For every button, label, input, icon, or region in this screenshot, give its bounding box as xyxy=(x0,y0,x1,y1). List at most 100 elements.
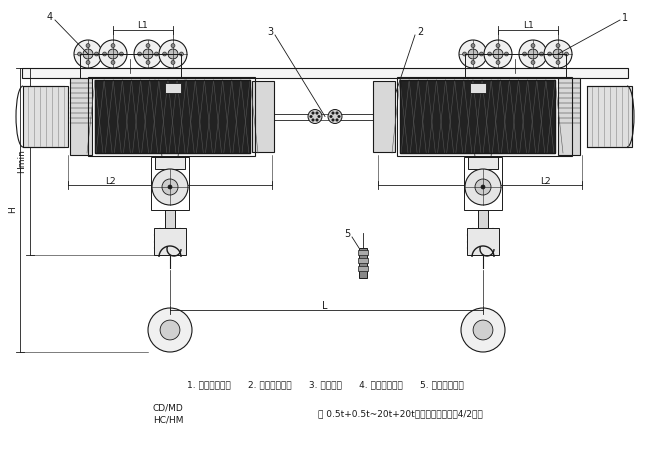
Circle shape xyxy=(468,49,478,59)
Circle shape xyxy=(553,49,563,59)
Circle shape xyxy=(556,44,560,48)
Circle shape xyxy=(316,119,318,121)
Circle shape xyxy=(519,40,547,68)
Circle shape xyxy=(471,44,475,48)
Circle shape xyxy=(179,52,183,56)
Circle shape xyxy=(120,52,124,56)
Bar xyxy=(558,78,580,155)
Bar xyxy=(164,83,181,93)
Bar xyxy=(397,77,572,156)
Circle shape xyxy=(148,308,192,352)
Bar xyxy=(467,228,499,255)
Text: 型 0.5t+0.5t~20t+20t双挂点电动葯莘（4/2结）: 型 0.5t+0.5t~20t+20t双挂点电动葯莘（4/2结） xyxy=(318,410,482,419)
Circle shape xyxy=(108,49,118,59)
Circle shape xyxy=(74,40,102,68)
Bar xyxy=(358,258,368,263)
Circle shape xyxy=(332,119,334,121)
Circle shape xyxy=(162,52,166,56)
Text: Hmin: Hmin xyxy=(18,149,27,173)
Circle shape xyxy=(171,44,175,48)
Circle shape xyxy=(564,52,568,56)
Bar xyxy=(95,80,250,153)
Bar xyxy=(23,86,68,147)
Circle shape xyxy=(160,320,180,340)
Circle shape xyxy=(496,44,500,48)
Bar xyxy=(155,157,185,169)
Bar xyxy=(468,157,498,169)
Circle shape xyxy=(143,49,153,59)
Bar xyxy=(464,157,502,210)
Bar xyxy=(373,81,395,152)
Text: 2: 2 xyxy=(417,27,423,37)
Circle shape xyxy=(459,40,487,68)
Circle shape xyxy=(308,109,322,123)
Text: 5: 5 xyxy=(344,229,350,239)
Bar xyxy=(88,77,255,156)
Text: L: L xyxy=(322,301,328,311)
Bar xyxy=(252,81,274,152)
Bar xyxy=(358,266,368,271)
Circle shape xyxy=(465,169,501,205)
Bar xyxy=(478,210,488,228)
Circle shape xyxy=(86,44,90,48)
Circle shape xyxy=(310,115,312,118)
Circle shape xyxy=(480,52,484,56)
Circle shape xyxy=(312,112,314,114)
Circle shape xyxy=(99,40,127,68)
Circle shape xyxy=(138,52,142,56)
Circle shape xyxy=(336,112,338,114)
Circle shape xyxy=(171,60,175,64)
Circle shape xyxy=(312,119,314,121)
Circle shape xyxy=(338,115,340,118)
Text: L1: L1 xyxy=(523,21,534,30)
Circle shape xyxy=(146,60,150,64)
Circle shape xyxy=(155,52,159,56)
Text: CD/MD: CD/MD xyxy=(153,404,183,413)
Circle shape xyxy=(168,49,178,59)
Circle shape xyxy=(473,320,493,340)
Circle shape xyxy=(475,179,491,195)
Circle shape xyxy=(134,40,162,68)
Text: 4: 4 xyxy=(47,12,53,22)
Circle shape xyxy=(83,49,93,59)
Bar xyxy=(151,157,189,210)
Circle shape xyxy=(547,52,552,56)
Circle shape xyxy=(488,52,491,56)
Circle shape xyxy=(471,60,475,64)
Bar xyxy=(400,80,555,153)
Circle shape xyxy=(103,52,107,56)
Circle shape xyxy=(528,49,538,59)
Circle shape xyxy=(481,185,485,189)
Circle shape xyxy=(94,52,98,56)
Circle shape xyxy=(336,119,338,121)
Circle shape xyxy=(146,44,150,48)
Circle shape xyxy=(328,109,342,123)
Circle shape xyxy=(463,52,467,56)
Circle shape xyxy=(556,60,560,64)
Text: 3: 3 xyxy=(267,27,273,37)
Circle shape xyxy=(330,115,332,118)
Bar xyxy=(22,68,628,78)
Bar xyxy=(95,80,250,153)
Bar xyxy=(154,228,186,255)
Text: H: H xyxy=(8,207,18,213)
Circle shape xyxy=(484,40,512,68)
Text: HC/HM: HC/HM xyxy=(153,415,183,424)
Circle shape xyxy=(332,112,334,114)
Circle shape xyxy=(86,60,90,64)
Text: 1: 1 xyxy=(622,13,628,23)
Text: L1: L1 xyxy=(138,21,148,30)
Circle shape xyxy=(316,112,318,114)
Circle shape xyxy=(318,115,320,118)
Text: L2: L2 xyxy=(105,177,115,186)
Bar xyxy=(359,248,367,278)
Circle shape xyxy=(496,60,500,64)
Circle shape xyxy=(531,44,535,48)
Circle shape xyxy=(540,52,543,56)
Circle shape xyxy=(544,40,572,68)
Circle shape xyxy=(77,52,82,56)
Circle shape xyxy=(111,60,115,64)
Circle shape xyxy=(523,52,526,56)
Bar xyxy=(70,78,92,155)
Text: 1. 正相电动葯莘      2. 同步机械联锁      3. 连接装置      4. 异相电动葯莘      5. 同步电气控制: 1. 正相电动葯莘 2. 同步机械联锁 3. 连接装置 4. 异相电动葯莘 5.… xyxy=(187,380,463,390)
